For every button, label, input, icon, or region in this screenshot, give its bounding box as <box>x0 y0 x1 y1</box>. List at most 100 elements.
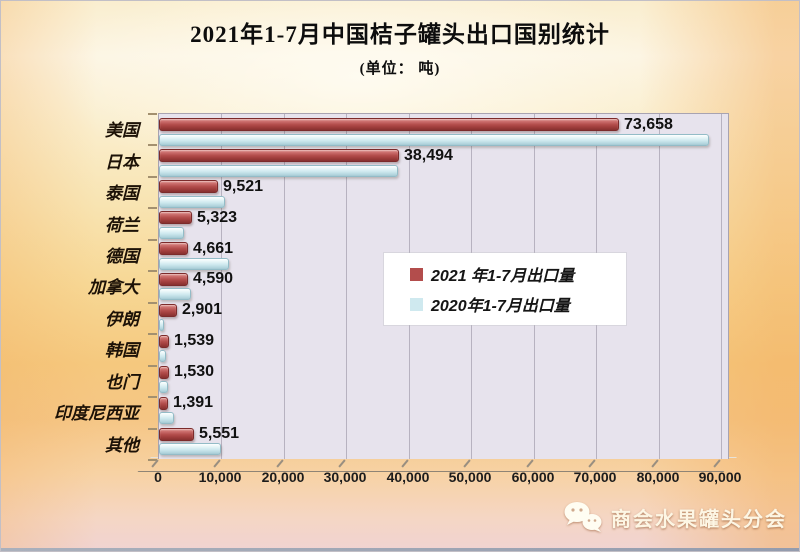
bar-line-2020 <box>159 319 728 332</box>
bar-line-2021: 1,539 <box>159 332 728 350</box>
value-label: 1,391 <box>173 394 214 412</box>
y-axis-tick <box>148 428 157 430</box>
bar-line-2021: 5,551 <box>159 426 728 442</box>
bar-2021-韩国 <box>159 334 169 348</box>
value-label: 4,590 <box>193 270 234 288</box>
bar-2021-美国 <box>159 118 619 132</box>
x-tick-label-40,000: 40,000 <box>386 469 430 485</box>
y-axis-tick <box>148 333 157 335</box>
bar-row: 9,521 <box>159 177 728 210</box>
bar-row: 73,658 <box>159 115 728 148</box>
value-label: 5,323 <box>197 208 238 226</box>
gridline-90000 <box>721 114 722 459</box>
bar-row: 1,539 <box>159 333 728 364</box>
bar-2021-也门 <box>159 365 169 379</box>
category-label-泰国: 泰国 <box>105 184 139 204</box>
bar-line-2021: 1,391 <box>159 394 728 412</box>
x-tick-label-0: 0 <box>154 469 162 485</box>
bar-row: 5,551 <box>159 426 728 457</box>
x-axis-labels: 0 10,000 20,000 30,000 40,000 50,000 60,000 70,… <box>1 469 799 489</box>
y-axis-tick <box>148 270 157 272</box>
category-label-荷兰: 荷兰 <box>105 215 139 235</box>
bar-line-2020 <box>159 443 728 456</box>
category-label-加拿大: 加拿大 <box>88 278 139 298</box>
y-axis-tick <box>148 396 157 398</box>
watermark: 商会水果罐头分会 <box>563 501 787 533</box>
gridline-10000 <box>221 114 222 459</box>
bar-line-2021: 1,530 <box>159 364 728 380</box>
bar-2020-荷兰 <box>159 226 184 239</box>
bar-line-2020 <box>159 288 728 301</box>
bar-line-2020 <box>159 381 728 394</box>
x-tick-label-80,000: 80,000 <box>636 469 680 485</box>
bar-2021-荷兰 <box>159 211 192 225</box>
bar-line-2020 <box>159 350 728 363</box>
value-label: 1,539 <box>174 332 215 350</box>
watermark-text: 商会水果罐头分会 <box>611 508 787 531</box>
value-label: 38,494 <box>404 146 453 164</box>
legend: 2021 年1-7月出口量 2020年1-7月出口量 <box>384 253 626 325</box>
category-label-日本: 日本 <box>105 152 139 172</box>
bar-row: 38,494 <box>159 146 728 179</box>
gridline-30000 <box>346 114 347 459</box>
y-axis-tick <box>148 113 157 115</box>
bar-line-2021: 5,323 <box>159 208 728 226</box>
category-label-德国: 德国 <box>105 247 139 267</box>
bar-2020-印度尼西亚 <box>159 412 174 425</box>
bar-2020-加拿大 <box>159 288 191 301</box>
bar-line-2021: 4,590 <box>159 270 728 288</box>
bar-2021-其他 <box>159 427 194 441</box>
bar-2021-泰国 <box>159 180 218 194</box>
value-label: 2,901 <box>182 301 223 319</box>
bar-2020-也门 <box>159 381 168 394</box>
bar-row: 2,901 <box>159 302 728 333</box>
bar-rows: 73,658 38,494 9,521 5,323 4,661 4,590 2,901 1,5… <box>159 114 728 459</box>
category-label-印度尼西亚: 印度尼西亚 <box>54 404 139 424</box>
value-label: 9,521 <box>223 177 264 195</box>
bottom-edge-line <box>1 548 799 551</box>
legend-swatch-2020-icon <box>410 297 423 311</box>
category-label-也门: 也门 <box>105 372 139 392</box>
x-tick-label-70,000: 70,000 <box>573 469 617 485</box>
bar-line-2021: 9,521 <box>159 177 728 195</box>
bar-line-2020 <box>159 257 728 270</box>
bar-2021-加拿大 <box>159 272 188 286</box>
legend-item-2020: 2020年1-7月出口量 <box>410 292 620 316</box>
y-axis-labels: 美国 日本 泰国 荷兰 德国 加拿大 伊朗 韩国 也门 印度尼西亚 其他 <box>1 113 149 459</box>
chart-unit-subtitle: (单位： 吨) <box>359 61 441 77</box>
x-tick-label-50,000: 50,000 <box>448 469 492 485</box>
category-label-其他: 其他 <box>105 435 139 455</box>
x-tick-label-60,000: 60,000 <box>511 469 555 485</box>
bar-line-2020 <box>159 133 728 146</box>
bar-line-2021: 38,494 <box>159 146 728 164</box>
legend-label-2020: 2020年1-7月出口量 <box>431 298 570 315</box>
bar-row: 1,391 <box>159 395 728 426</box>
value-label: 73,658 <box>624 115 673 133</box>
bar-2021-伊朗 <box>159 303 177 317</box>
bar-row: 4,590 <box>159 270 728 303</box>
bar-line-2020 <box>159 195 728 208</box>
bar-line-2020 <box>159 412 728 425</box>
y-axis-tick <box>148 176 157 178</box>
wechat-icon <box>564 502 602 532</box>
legend-swatch-2021-icon <box>410 267 423 281</box>
y-axis-tick <box>148 302 157 304</box>
title-block: 2021年1-7月中国桔子罐头出口国别统计 (单位： 吨) <box>1 15 799 78</box>
bar-line-2021: 73,658 <box>159 115 728 133</box>
x-tick-label-10,000: 10,000 <box>198 469 242 485</box>
y-axis-tick <box>148 144 157 146</box>
bar-2020-美国 <box>159 133 709 146</box>
bar-line-2021: 2,901 <box>159 301 728 319</box>
category-label-伊朗: 伊朗 <box>105 309 139 329</box>
gridline-20000 <box>284 114 285 459</box>
gridline-80000 <box>659 114 660 459</box>
bar-2020-泰国 <box>159 195 225 208</box>
bar-2020-其他 <box>159 443 221 456</box>
y-axis-tick <box>148 365 157 367</box>
bar-row: 4,661 <box>159 239 728 272</box>
value-label: 4,661 <box>193 239 234 257</box>
bar-2020-德国 <box>159 257 229 270</box>
x-tick-label-20,000: 20,000 <box>261 469 305 485</box>
y-axis-tick <box>148 239 157 241</box>
